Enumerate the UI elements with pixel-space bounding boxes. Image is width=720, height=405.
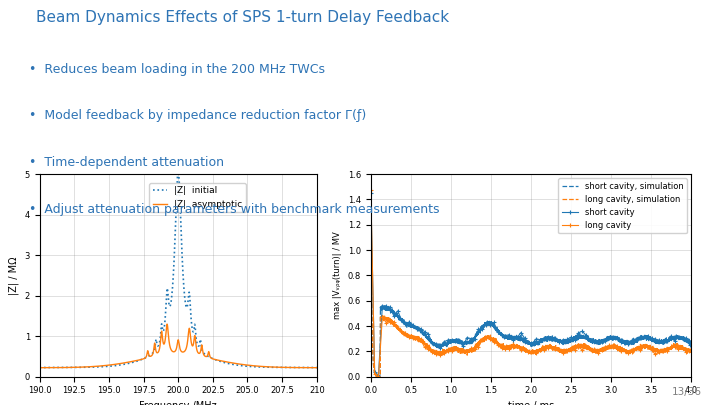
|Z|  initial bbox=[312, 365, 321, 370]
|Z|  asymptotic bbox=[67, 365, 76, 370]
Text: •  Adjust attenuation parameters with benchmark measurements: • Adjust attenuation parameters with ben… bbox=[29, 202, 439, 215]
|Z|  asymptotic bbox=[153, 350, 162, 355]
|Z|  initial bbox=[174, 169, 182, 174]
Line: long cavity: long cavity bbox=[369, 187, 693, 379]
Line: long cavity, simulation: long cavity, simulation bbox=[371, 184, 691, 377]
short cavity bbox=[390, 313, 398, 318]
|Z|  asymptotic bbox=[35, 365, 44, 370]
short cavity, simulation bbox=[575, 336, 583, 341]
short cavity bbox=[370, 369, 379, 374]
|Z|  initial bbox=[35, 365, 44, 370]
Text: •  Reduces beam loading in the 200 MHz TWCs: • Reduces beam loading in the 200 MHz TW… bbox=[29, 63, 325, 76]
long cavity bbox=[374, 375, 383, 379]
short cavity bbox=[513, 335, 521, 340]
long cavity bbox=[613, 344, 621, 349]
Y-axis label: |Z| / MΩ: |Z| / MΩ bbox=[9, 256, 19, 295]
Y-axis label: max |Vᵥᵨᵩ(turn)| / MV: max |Vᵥᵨᵩ(turn)| / MV bbox=[333, 232, 342, 319]
short cavity, simulation bbox=[366, 182, 375, 187]
long cavity, simulation bbox=[366, 182, 375, 187]
short cavity, simulation bbox=[606, 335, 614, 340]
long cavity, simulation bbox=[489, 338, 498, 343]
short cavity bbox=[685, 342, 694, 347]
Text: Beam Dynamics Effects of SPS 1-turn Delay Feedback: Beam Dynamics Effects of SPS 1-turn Dela… bbox=[36, 10, 449, 25]
long cavity, simulation bbox=[606, 346, 614, 351]
Line: |Z|  asymptotic: |Z| asymptotic bbox=[40, 324, 317, 368]
short cavity bbox=[628, 338, 636, 343]
|Z|  initial bbox=[67, 365, 76, 370]
long cavity, simulation bbox=[630, 346, 639, 351]
|Z|  initial bbox=[142, 355, 150, 360]
Line: short cavity, simulation: short cavity, simulation bbox=[371, 184, 691, 377]
long cavity bbox=[370, 371, 379, 376]
short cavity, simulation bbox=[687, 340, 696, 345]
Legend: short cavity, simulation, long cavity, simulation, short cavity, long cavity: short cavity, simulation, long cavity, s… bbox=[558, 178, 687, 234]
long cavity, simulation bbox=[376, 374, 384, 379]
short cavity bbox=[528, 341, 536, 346]
Text: 13/36: 13/36 bbox=[672, 387, 702, 397]
|Z|  asymptotic bbox=[142, 355, 150, 360]
short cavity, simulation bbox=[559, 341, 567, 345]
X-axis label: time / ms: time / ms bbox=[508, 401, 554, 405]
long cavity bbox=[685, 347, 694, 352]
Legend: |Z|  initial, |Z|  asymptotic: |Z| initial, |Z| asymptotic bbox=[150, 183, 246, 213]
|Z|  initial bbox=[277, 365, 286, 370]
long cavity, simulation bbox=[425, 343, 433, 347]
long cavity bbox=[366, 187, 375, 192]
|Z|  initial bbox=[153, 343, 162, 348]
short cavity, simulation bbox=[376, 374, 384, 379]
short cavity, simulation bbox=[425, 338, 433, 343]
long cavity bbox=[390, 320, 398, 325]
short cavity bbox=[613, 336, 621, 341]
long cavity bbox=[513, 344, 521, 349]
short cavity, simulation bbox=[489, 323, 498, 328]
|Z|  asymptotic bbox=[84, 364, 92, 369]
long cavity bbox=[628, 350, 636, 354]
Text: •  Time-dependent attenuation: • Time-dependent attenuation bbox=[29, 156, 224, 169]
long cavity bbox=[528, 349, 536, 354]
short cavity bbox=[374, 373, 383, 378]
|Z|  initial bbox=[307, 365, 316, 370]
long cavity, simulation bbox=[559, 348, 567, 353]
|Z|  asymptotic bbox=[163, 322, 171, 326]
Line: |Z|  initial: |Z| initial bbox=[40, 171, 317, 368]
long cavity, simulation bbox=[687, 349, 696, 354]
Line: short cavity: short cavity bbox=[369, 190, 693, 378]
short cavity bbox=[366, 190, 375, 195]
short cavity, simulation bbox=[630, 337, 639, 342]
X-axis label: Frequency /MHz: Frequency /MHz bbox=[140, 401, 217, 405]
|Z|  asymptotic bbox=[312, 365, 321, 370]
|Z|  asymptotic bbox=[307, 365, 316, 370]
long cavity, simulation bbox=[575, 343, 583, 348]
|Z|  initial bbox=[84, 365, 92, 370]
|Z|  asymptotic bbox=[277, 365, 286, 370]
Text: •  Model feedback by impedance reduction factor Γ(ƒ): • Model feedback by impedance reduction … bbox=[29, 109, 366, 122]
